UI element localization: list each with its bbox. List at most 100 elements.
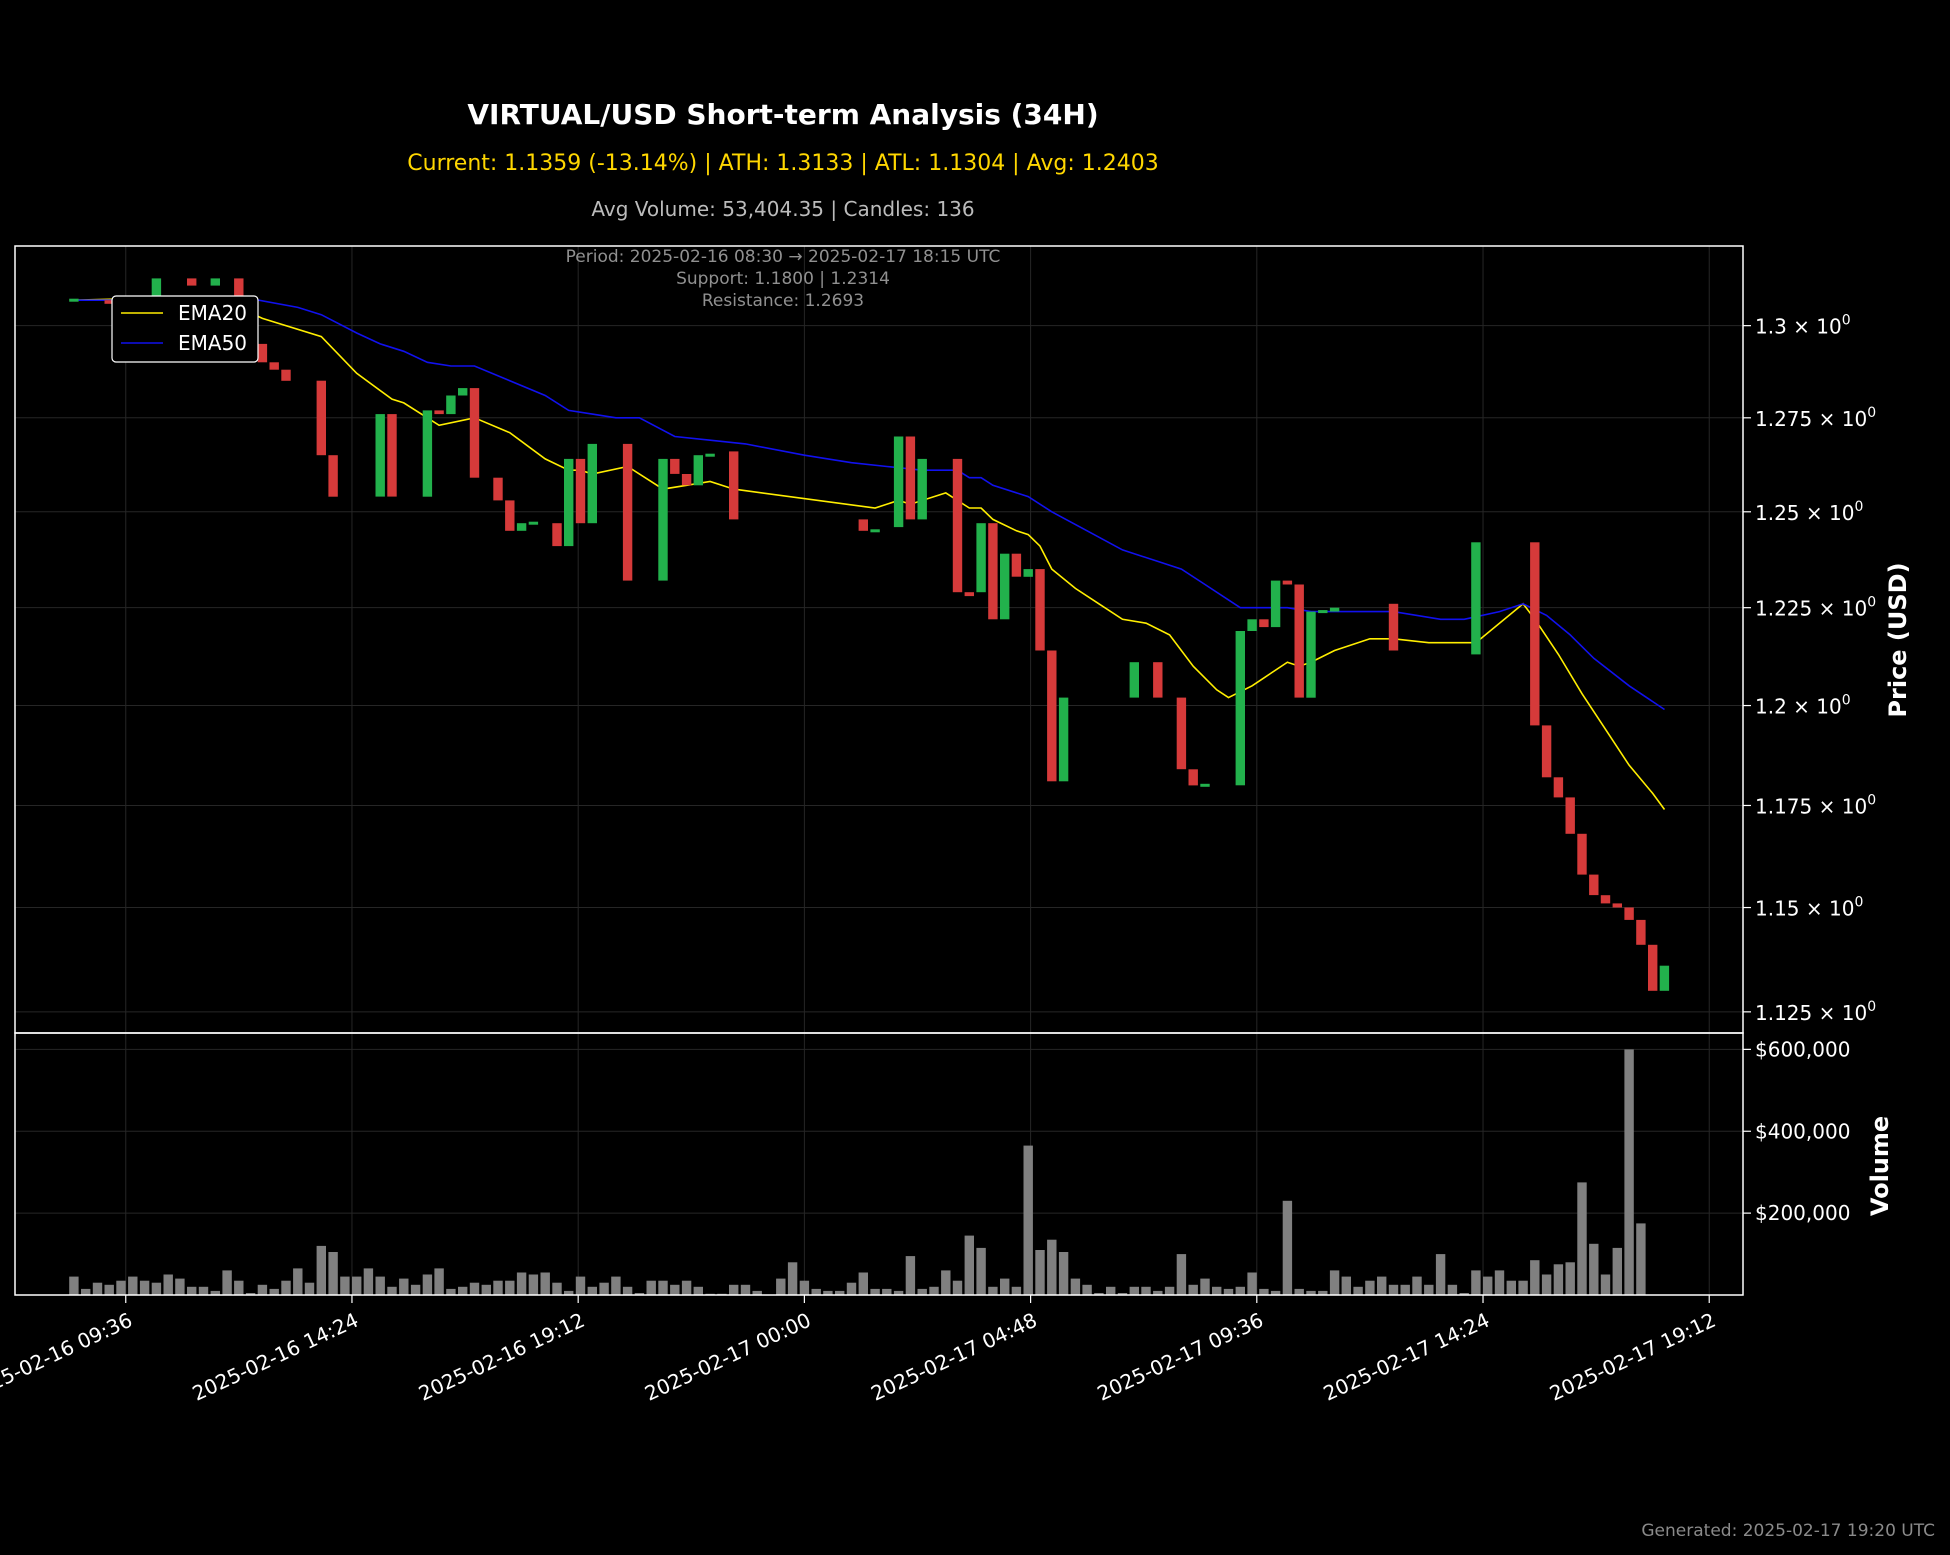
volume-bar	[882, 1288, 892, 1295]
price-tick-value: 1.275	[1755, 407, 1812, 431]
candle	[69, 298, 79, 302]
volume-bar	[1306, 1290, 1316, 1295]
volume-bar	[622, 1286, 633, 1295]
volume-bar	[116, 1280, 126, 1295]
volume-bar	[1259, 1288, 1269, 1295]
price-tick-value: 1.225	[1755, 597, 1812, 621]
candle	[1541, 725, 1552, 778]
volume-bar	[1424, 1284, 1434, 1295]
volume-bar	[257, 1284, 268, 1295]
candle	[705, 453, 715, 457]
volume-bar	[481, 1284, 491, 1295]
candle	[658, 458, 668, 581]
volume-bar	[1270, 1290, 1281, 1295]
volume-bar	[752, 1290, 762, 1295]
volume-bar	[387, 1286, 397, 1295]
volume-bar	[1094, 1293, 1104, 1295]
ema-lines	[73, 295, 1666, 810]
volume-bar	[1070, 1278, 1081, 1295]
candle	[458, 388, 468, 396]
volume-bar	[575, 1276, 586, 1295]
volume-bar	[1164, 1286, 1175, 1295]
volume-axis-label: Volume	[1866, 1116, 1894, 1216]
candle	[693, 455, 703, 486]
chart-title: VIRTUAL/USD Short-term Analysis (34H)	[467, 98, 1099, 131]
volume-bar	[410, 1284, 421, 1295]
x-tick-label: 2025-02-17 09:36	[1093, 1308, 1266, 1406]
candle	[469, 388, 480, 478]
volume-bar	[304, 1282, 315, 1295]
volume-bar	[493, 1280, 503, 1295]
candle	[1565, 797, 1575, 834]
volume-bar	[988, 1286, 998, 1295]
candle	[1235, 631, 1245, 786]
volume-bar	[1023, 1145, 1033, 1295]
volume-bar	[1506, 1280, 1516, 1295]
ema20-line	[73, 295, 1666, 810]
volume-bar	[399, 1278, 409, 1295]
candle	[858, 519, 868, 531]
candle	[387, 414, 397, 497]
candle	[151, 278, 162, 304]
candle	[1306, 611, 1316, 698]
candle	[622, 443, 633, 581]
candle	[988, 523, 998, 620]
volume-bar	[139, 1280, 150, 1295]
chart-subtitle-volume: Avg Volume: 53,404.35 | Candles: 136	[591, 197, 975, 221]
volume-bar	[1518, 1280, 1528, 1295]
price-tick-label: 1.175 × 100	[1755, 792, 1876, 818]
volume-bar	[870, 1288, 880, 1295]
candle	[729, 451, 739, 520]
time-axis: 2025-02-16 09:36 2025-02-16 14:24 2025-02-…	[0, 1295, 1719, 1406]
x-tick-label: 2025-02-16 09:36	[0, 1308, 136, 1406]
volume-bar	[964, 1235, 974, 1295]
x-tick-label: 2025-02-17 14:24	[1320, 1308, 1493, 1406]
volume-bar	[1435, 1254, 1446, 1295]
candle	[1553, 777, 1564, 798]
volume-bar	[269, 1288, 279, 1295]
volume-bar	[1176, 1254, 1187, 1295]
candle	[1624, 907, 1634, 920]
price-tick-label: 1.225 × 100	[1755, 595, 1876, 621]
volume-bar	[1188, 1284, 1198, 1295]
volume-bar	[776, 1278, 786, 1295]
volume-bar	[611, 1276, 621, 1295]
price-tick-exp: 0	[1867, 792, 1876, 808]
legend-ema20-label: EMA20	[178, 301, 247, 325]
resistance-annotation: Resistance: 1.2693	[702, 291, 864, 311]
volume-bar	[340, 1276, 350, 1295]
volume-bar	[528, 1274, 539, 1295]
volume-bar	[363, 1268, 374, 1295]
price-tick-value: 1.3	[1755, 315, 1787, 339]
candle	[1589, 874, 1599, 896]
candle	[1129, 662, 1139, 698]
volume-bar	[1447, 1284, 1458, 1295]
candle	[210, 278, 220, 286]
price-tick-times: × 10	[1812, 597, 1867, 621]
volume-bar	[163, 1274, 173, 1295]
price-tick-value: 1.175	[1755, 794, 1812, 818]
volume-bar	[1129, 1286, 1139, 1295]
candle	[1200, 783, 1210, 787]
volume-tick-label: $400,000	[1755, 1119, 1850, 1143]
candle	[1294, 584, 1304, 698]
volume-bar	[1035, 1250, 1045, 1295]
volume-bar	[352, 1276, 362, 1295]
candle	[1259, 619, 1269, 628]
price-tick-times: × 10	[1812, 1001, 1867, 1025]
candle	[281, 369, 291, 381]
legend-ema50-label: EMA50	[178, 331, 247, 355]
ema50-line	[73, 295, 1665, 711]
volume-bar	[681, 1280, 692, 1295]
volume-bar	[1494, 1270, 1505, 1295]
volume-bar	[1282, 1200, 1293, 1295]
volume-bars	[69, 1049, 1646, 1296]
volume-bar	[1412, 1276, 1422, 1295]
price-tick-exp: 0	[1854, 895, 1863, 911]
price-tick-exp: 0	[1842, 313, 1851, 329]
volume-bar	[1577, 1182, 1587, 1295]
volume-bar	[1318, 1290, 1328, 1295]
volume-bar	[846, 1282, 857, 1295]
volume-bar	[175, 1278, 185, 1295]
